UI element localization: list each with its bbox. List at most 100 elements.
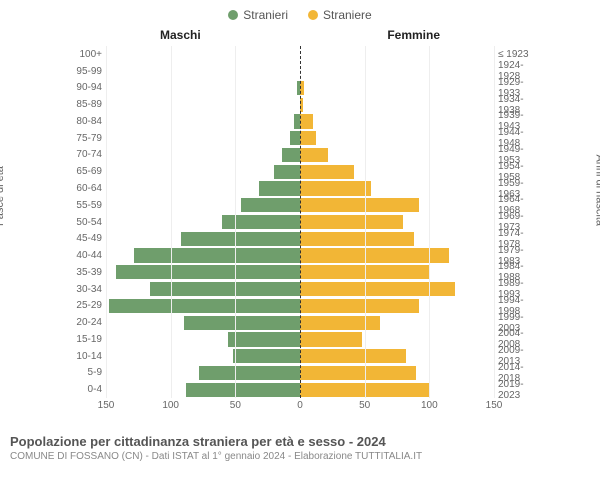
pyramid-row: 65-691954-1958 [56, 163, 544, 180]
male-bar [228, 332, 300, 346]
age-label: 5-9 [56, 367, 106, 378]
pyramid-row: 70-741949-1953 [56, 147, 544, 164]
bar-area [106, 366, 494, 380]
age-label: 90-94 [56, 82, 106, 93]
pyramid-row: 60-641959-1963 [56, 180, 544, 197]
female-bar [300, 299, 419, 313]
pyramid-row: 15-192004-2008 [56, 331, 544, 348]
pyramid-row: 20-241999-2003 [56, 314, 544, 331]
female-bar [300, 165, 354, 179]
bar-area [106, 282, 494, 296]
male-bar [109, 299, 300, 313]
bar-area [106, 349, 494, 363]
x-tick-label: 150 [98, 400, 115, 411]
female-bar [300, 248, 449, 262]
bar-area [106, 131, 494, 145]
female-bar [300, 81, 304, 95]
female-bar [300, 366, 416, 380]
female-bar [300, 349, 406, 363]
bar-area [106, 114, 494, 128]
male-bar [241, 198, 300, 212]
population-pyramid: 100+≤ 192395-991924-192890-941929-193385… [56, 46, 544, 398]
legend-male-label: Stranieri [243, 8, 288, 22]
male-bar [274, 165, 300, 179]
male-bar [116, 265, 300, 279]
legend-male: Stranieri [228, 8, 288, 22]
pyramid-row: 75-791944-1948 [56, 130, 544, 147]
male-bar [134, 248, 300, 262]
column-header-male: Maschi [160, 28, 201, 42]
y-axis-label-left: Fasce di età [0, 166, 6, 226]
pyramid-row: 100+≤ 1923 [56, 46, 544, 63]
male-bar [184, 316, 300, 330]
bar-area [106, 383, 494, 397]
bar-area [106, 232, 494, 246]
age-label: 0-4 [56, 384, 106, 395]
pyramid-row: 35-391984-1988 [56, 264, 544, 281]
age-label: 10-14 [56, 351, 106, 362]
age-label: 35-39 [56, 267, 106, 278]
age-label: 75-79 [56, 133, 106, 144]
female-bar [300, 265, 429, 279]
age-label: 70-74 [56, 149, 106, 160]
pyramid-row: 0-4 2019-2023 [56, 381, 544, 398]
bar-area [106, 98, 494, 112]
bar-area [106, 181, 494, 195]
pyramid-row: 85-891934-1938 [56, 96, 544, 113]
female-bar [300, 232, 414, 246]
age-label: 15-19 [56, 334, 106, 345]
age-label: 55-59 [56, 200, 106, 211]
age-label: 85-89 [56, 99, 106, 110]
chart-legend: Stranieri Straniere [0, 0, 600, 26]
birth-year-label: 2019-2023 [494, 379, 544, 401]
age-label: 100+ [56, 49, 106, 60]
legend-female-label: Straniere [323, 8, 372, 22]
chart-footer: Popolazione per cittadinanza straniera p… [0, 426, 600, 462]
male-bar [290, 131, 300, 145]
male-bar [233, 349, 300, 363]
age-label: 20-24 [56, 317, 106, 328]
male-bar [282, 148, 300, 162]
female-bar [300, 181, 371, 195]
pyramid-row: 90-941929-1933 [56, 80, 544, 97]
column-header-female: Femmine [387, 28, 440, 42]
x-tick-label: 100 [162, 400, 179, 411]
female-bar [300, 282, 455, 296]
age-label: 60-64 [56, 183, 106, 194]
bar-area [106, 148, 494, 162]
female-bar [300, 198, 419, 212]
bar-area [106, 248, 494, 262]
bar-area [106, 215, 494, 229]
pyramid-row: 30-341989-1993 [56, 281, 544, 298]
pyramid-row: 10-142009-2013 [56, 348, 544, 365]
legend-female: Straniere [308, 8, 372, 22]
age-label: 25-29 [56, 300, 106, 311]
pyramid-row: 25-291994-1998 [56, 297, 544, 314]
legend-male-swatch [228, 10, 238, 20]
female-bar [300, 332, 362, 346]
bar-area [106, 299, 494, 313]
female-bar [300, 215, 403, 229]
male-bar [150, 282, 300, 296]
male-bar [259, 181, 300, 195]
bar-area [106, 332, 494, 346]
pyramid-row: 5-92014-2018 [56, 365, 544, 382]
pyramid-row: 95-991924-1928 [56, 63, 544, 80]
x-axis: 15010050050100150 [106, 400, 494, 416]
legend-female-swatch [308, 10, 318, 20]
age-label: 65-69 [56, 166, 106, 177]
bar-area [106, 198, 494, 212]
pyramid-row: 50-541969-1973 [56, 214, 544, 231]
bar-area [106, 265, 494, 279]
pyramid-row: 45-491974-1978 [56, 230, 544, 247]
male-bar [199, 366, 300, 380]
x-tick-label: 150 [486, 400, 503, 411]
x-tick-label: 50 [230, 400, 241, 411]
female-bar [300, 383, 429, 397]
bar-area [106, 316, 494, 330]
chart-area: Maschi Femmine Fasce di età Anni di nasc… [0, 26, 600, 426]
male-bar [186, 383, 300, 397]
bar-area [106, 81, 494, 95]
female-bar [300, 148, 328, 162]
footer-title: Popolazione per cittadinanza straniera p… [10, 434, 590, 449]
